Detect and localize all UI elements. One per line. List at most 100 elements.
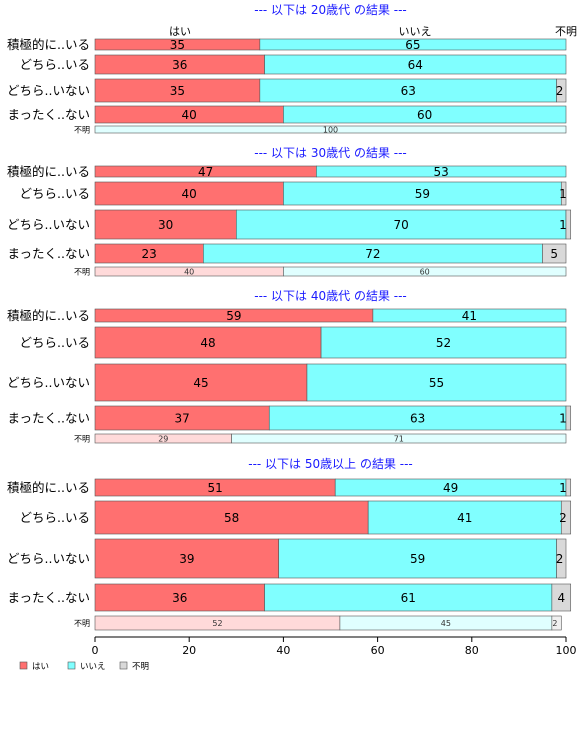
data-label-no: 60 [420,268,430,277]
row-label: どちら..いない [7,217,90,232]
data-label-no: 53 [434,165,449,179]
row-label: どちら..いる [20,510,90,525]
bar-segment-no [316,165,567,178]
legend-label-yes: はい [32,662,49,672]
data-label-no: 70 [394,218,409,232]
bar-segment-yes [94,363,308,402]
data-label-yes: 35 [170,84,185,98]
data-label-no: 63 [410,412,425,426]
data-label-no: 59 [410,552,425,566]
data-label-no: 45 [441,619,451,628]
bar-segment-unknown [560,500,572,535]
bar-row: まったく..ない 36 61 4 [8,583,572,612]
data-label-no: 59 [415,187,430,201]
bar-row: どちら..いない 39 59 2 [7,538,567,579]
data-label-unknown: 5 [550,247,558,261]
data-label-unknown: 4 [557,591,565,605]
row-label: 積極的に..いる [7,37,90,52]
bar-segment-yes [94,209,237,240]
row-label: 積極的に..いる [7,308,90,323]
data-label-yes: 51 [207,481,222,495]
bar-segment-unknown [565,209,572,240]
x-tick-label: 60 [371,644,385,657]
data-label-yes: 36 [172,591,187,605]
bar-segment-no [278,538,557,579]
section-title: --- 以下は 50歳以上 の結果 --- [248,457,413,471]
section-title: --- 以下は 20歳代 の結果 --- [254,3,407,17]
bar-segment-unknown [556,538,567,579]
row-label: どちら..いる [20,57,90,72]
row-label: 不明 [74,268,90,277]
bar-row: 積極的に..いる 59 41 [7,308,567,323]
legend-swatch-unknown [119,661,128,670]
data-label-no: 52 [436,336,451,350]
data-label-no: 63 [401,84,416,98]
data-label-unknown: 1 [559,412,567,426]
bar-segment-unknown [542,243,567,264]
bar-segment-no [259,38,567,51]
data-label-yes: 35 [170,38,185,52]
data-label-yes: 52 [212,619,222,628]
data-label-unknown: 2 [556,84,564,98]
row-label: 不明 [74,126,90,135]
row-label: どちら..いない [7,551,90,566]
bar-segment-no [264,54,567,75]
section-3: --- 以下は 50歳以上 の結果 --- 積極的に..いる 51 49 1 どちら..い… [7,457,572,631]
data-label-unknown: 2 [552,619,557,628]
x-axis: 0 20 40 60 80 100 [92,636,577,657]
section-title: --- 以下は 30歳代 の結果 --- [254,146,407,160]
data-label-no: 49 [443,481,458,495]
x-tick-label: 20 [182,644,196,657]
bar-segment-unknown [556,78,567,103]
bar-row: まったく..ない 40 60 [8,105,567,124]
data-label-yes: 30 [158,218,173,232]
data-label-yes: 59 [226,309,241,323]
section-2: --- 以下は 40歳代 の結果 --- 積極的に..いる 59 41 どちら..いる 4… [7,289,572,444]
unknown-row: 不明 52 45 2 [74,615,562,631]
data-label-unknown: 1 [559,481,567,495]
bar-row: どちら..いる 48 52 [20,326,567,359]
row-label: まったく..ない [8,590,90,605]
bar-row: どちら..いる 58 41 2 [20,500,572,535]
bar-segment-yes [94,500,369,535]
bar-segment-no [283,105,567,124]
bar-segment-no [231,433,567,444]
data-label-yes: 40 [184,268,194,277]
data-label-unknown: 2 [556,552,564,566]
bar-segment-unknown [551,615,562,631]
data-label-yes: 48 [200,336,215,350]
row-label: まったく..ない [8,246,90,261]
unknown-row: 不明 40 60 [74,266,567,277]
row-label: どちら..いる [20,335,90,350]
data-label-yes: 36 [172,58,187,72]
x-tick-label: 100 [556,644,577,657]
data-label-yes: 40 [182,187,197,201]
bar-segment-unknown [551,583,572,612]
row-label: 不明 [74,435,90,444]
column-header-no: いいえ [399,25,432,38]
data-label-yes: 23 [142,247,157,261]
bar-row: どちら..いない 30 70 1 [7,209,572,240]
data-label-no: 64 [408,58,423,72]
row-label: どちら..いない [7,83,90,98]
bar-segment-no [268,405,567,431]
data-label-unknown: 1 [559,218,567,232]
bar-row: 積極的に..いる 51 49 1 [7,478,572,497]
bar-segment-yes [94,326,322,359]
legend-swatch-no [67,661,76,670]
data-label-no: 71 [394,435,404,444]
section-title: --- 以下は 40歳代 の結果 --- [254,289,407,303]
bar-segment-unknown [560,181,567,206]
bar-row: どちら..いない 45 55 [7,363,567,402]
bar-segment-no [320,326,567,359]
row-label: まったく..ない [8,107,90,122]
column-header-yes: はい [169,25,191,38]
data-label-no: 65 [405,38,420,52]
x-tick-label: 40 [276,644,290,657]
bar-row: どちら..いる 36 64 [20,54,567,75]
column-header-unknown: 不明 [555,25,577,38]
data-label-no: 41 [457,511,472,525]
bar-row: 積極的に..いる 35 65 [7,37,567,52]
bar-row: まったく..ない 23 72 5 [8,243,567,264]
data-label-yes: 47 [198,165,213,179]
